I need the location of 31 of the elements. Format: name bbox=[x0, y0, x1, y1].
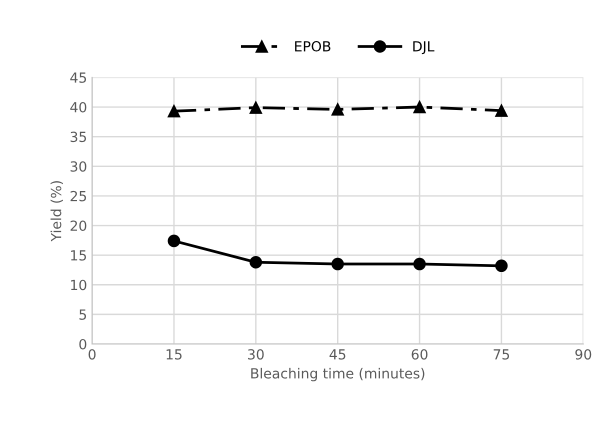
point bbox=[413, 258, 426, 270]
y-tick-label: 15 bbox=[71, 250, 86, 261]
legend-label: EPOB bbox=[295, 41, 330, 52]
x-tick-label: 30 bbox=[248, 349, 264, 360]
x-tick-label: 0 bbox=[88, 349, 96, 360]
x-tick-label: 75 bbox=[494, 349, 510, 360]
x-tick-label: 60 bbox=[412, 349, 428, 360]
y-tick-label: 35 bbox=[70, 132, 86, 142]
point bbox=[495, 104, 508, 117]
y-tick-label: 30 bbox=[70, 161, 86, 172]
x-axis-title: Bleaching time (minutes) bbox=[251, 368, 424, 382]
x-tick-label: 90 bbox=[575, 349, 592, 360]
point bbox=[168, 104, 180, 118]
point bbox=[495, 260, 508, 272]
x-tick-label: 45 bbox=[330, 349, 346, 360]
y-tick-label: 25 bbox=[70, 190, 86, 202]
point bbox=[250, 256, 262, 268]
legend-label: DJL bbox=[413, 41, 434, 54]
y-tick-label: 0 bbox=[79, 338, 86, 350]
x-tick-label: 15 bbox=[166, 349, 182, 360]
point bbox=[331, 103, 344, 116]
point bbox=[331, 258, 344, 270]
y-tick-label: 5 bbox=[79, 310, 86, 320]
y-tick-label: 20 bbox=[70, 220, 86, 231]
point bbox=[413, 100, 426, 114]
point bbox=[250, 101, 262, 114]
y-tick-label: 40 bbox=[70, 102, 86, 112]
point bbox=[168, 234, 180, 248]
y-tick-label: 45 bbox=[70, 72, 86, 83]
y-tick-label: 10 bbox=[71, 280, 86, 290]
y-axis-title: Yield (%) bbox=[50, 181, 63, 242]
